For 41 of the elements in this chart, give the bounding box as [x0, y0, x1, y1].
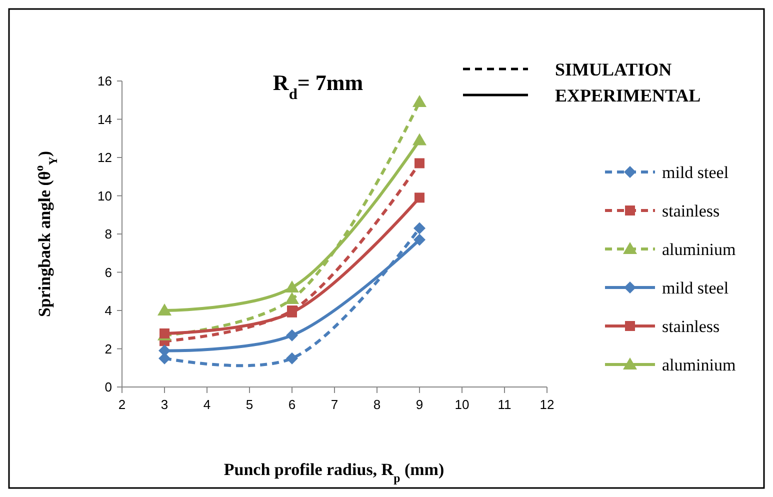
point — [414, 222, 426, 234]
legend-label: mild steel — [662, 278, 729, 298]
x-tick-label: 9 — [416, 397, 424, 412]
legend-label: mild steel — [662, 162, 729, 182]
x-tick-label: 4 — [203, 397, 211, 412]
point — [286, 352, 298, 364]
x-tick-label: 3 — [160, 397, 168, 412]
y-tick-label: 0 — [104, 380, 112, 395]
y-tick-label: 2 — [104, 341, 112, 356]
x-tick-label: 6 — [288, 397, 296, 412]
y-tick-label: 16 — [98, 74, 112, 89]
x-tick-label: 2 — [118, 397, 126, 412]
point — [158, 304, 172, 316]
legend-label: stainless — [662, 316, 720, 336]
x-tick-label: 10 — [454, 397, 470, 412]
x-tick-label: 5 — [246, 397, 254, 412]
point — [412, 95, 426, 108]
chart-title: R$_{d}$= 7mm — [272, 70, 364, 102]
y-tick-label: 4 — [104, 303, 112, 318]
legend-label: aluminium — [662, 355, 736, 374]
x-tick-label: 11 — [498, 397, 512, 412]
y-tick-label: 10 — [98, 188, 112, 204]
point — [285, 280, 299, 293]
point — [285, 292, 299, 304]
point — [414, 192, 424, 203]
point — [414, 158, 424, 168]
y-tick-label: 12 — [98, 150, 112, 166]
text: EXPERIMENTAL — [555, 85, 701, 106]
x-tick-label: 7 — [330, 397, 338, 412]
point — [414, 234, 426, 246]
point — [412, 133, 426, 146]
text: SIMULATION — [555, 59, 672, 80]
y-tick-label: 14 — [98, 112, 112, 127]
legend-label: aluminium — [662, 240, 736, 259]
y-tick-label: 6 — [104, 264, 112, 280]
x-tick-label: 12 — [540, 397, 554, 412]
x-axis-title: Punch profile radius, R$_{p}$ (mm) — [224, 460, 444, 485]
y-tick-label: 8 — [104, 226, 112, 242]
x-tick-label: 8 — [373, 397, 381, 412]
point — [286, 329, 298, 342]
legend-label: stainless — [662, 201, 720, 220]
